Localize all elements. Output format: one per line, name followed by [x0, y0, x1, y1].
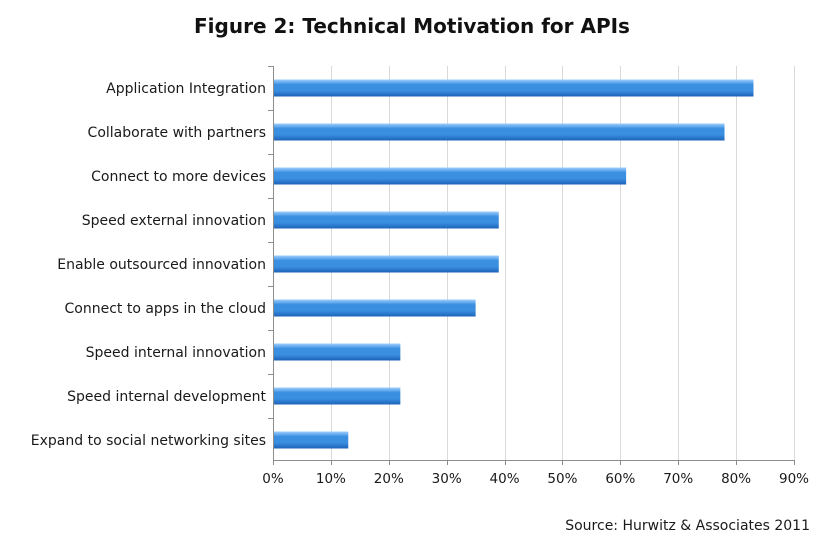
category-label: Connect to apps in the cloud — [65, 301, 267, 317]
x-tick-label: 90% — [779, 471, 809, 487]
bar — [274, 299, 476, 317]
x-tick-label: 50% — [547, 471, 577, 487]
category-labels: Application Integration Collaborate with … — [31, 81, 267, 449]
category-label: Collaborate with partners — [88, 125, 266, 141]
x-tick-label: 80% — [721, 471, 751, 487]
category-label: Connect to more devices — [91, 169, 266, 185]
axes — [268, 66, 795, 465]
source-note: Source: Hurwitz & Associates 2011 — [565, 518, 810, 534]
bar — [274, 431, 349, 449]
bar — [274, 255, 499, 273]
chart-title: Figure 2: Technical Motivation for APIs — [194, 14, 630, 38]
bar — [274, 123, 725, 141]
category-label: Enable outsourced innovation — [57, 257, 266, 273]
bar — [274, 211, 499, 229]
bar — [274, 167, 627, 185]
x-tick-label: 20% — [374, 471, 404, 487]
x-tick-label: 60% — [605, 471, 635, 487]
bar — [274, 387, 401, 405]
x-tick-label: 10% — [316, 471, 346, 487]
category-label: Speed internal innovation — [86, 345, 266, 361]
x-tick-label: 0% — [262, 471, 284, 487]
category-label: Expand to social networking sites — [31, 433, 266, 449]
x-tick-label: 40% — [490, 471, 520, 487]
category-label: Application Integration — [106, 81, 266, 97]
bar — [274, 79, 754, 97]
x-tick-label: 70% — [663, 471, 693, 487]
category-label: Speed internal development — [67, 389, 266, 405]
bars — [274, 79, 754, 449]
x-tick-labels: 0% 10% 20% 30% 40% 50% 60% 70% 80% 90% — [262, 471, 809, 487]
bar — [274, 343, 401, 361]
x-tick-label: 30% — [432, 471, 462, 487]
category-label: Speed external innovation — [82, 213, 266, 229]
